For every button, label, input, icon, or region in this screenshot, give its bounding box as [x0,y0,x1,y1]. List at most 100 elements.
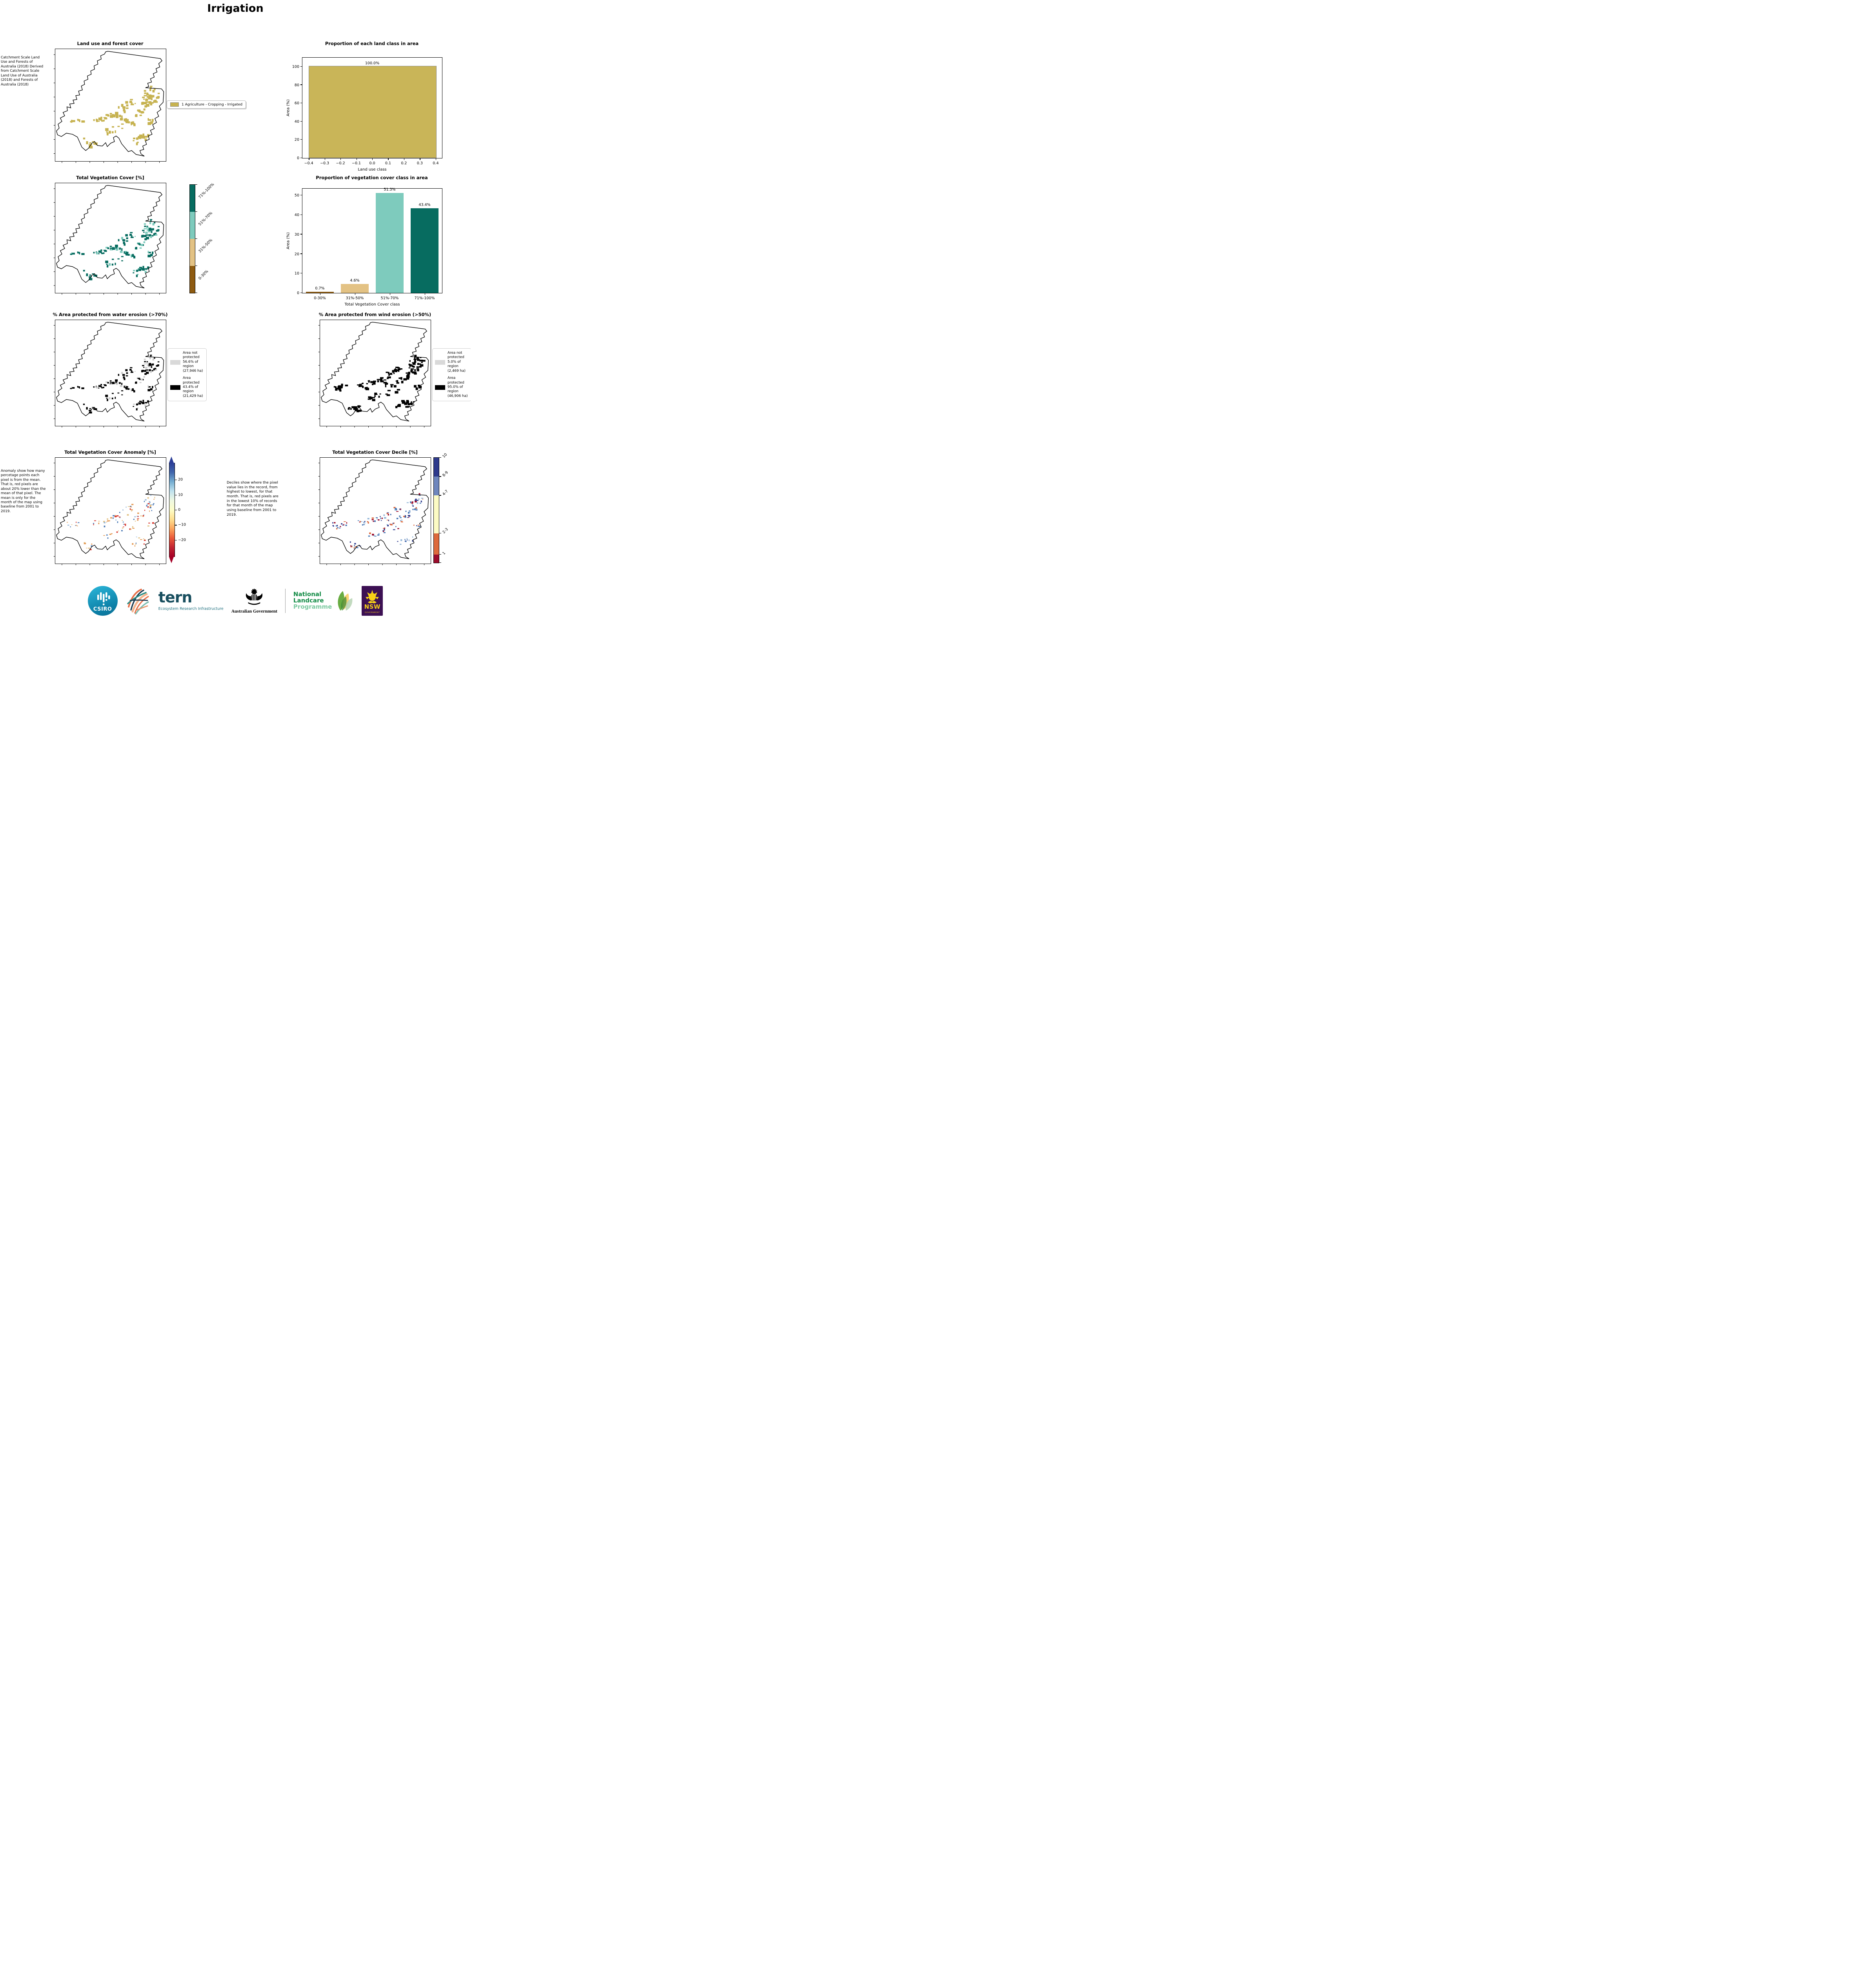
map-patch [404,402,408,405]
map-patch [124,386,126,388]
map-patch [397,528,399,529]
map-patch [147,497,149,499]
map-patch [108,263,111,266]
map-patch [106,534,108,536]
map-patch [153,89,156,91]
map-patch [348,407,350,410]
map-patch [86,141,88,143]
map-patch [406,372,409,374]
x-tick [340,158,341,160]
map-patch [115,379,118,382]
map-patch [406,377,409,380]
map-patch [401,400,405,402]
map-patch [143,538,144,539]
map-patch [101,120,104,122]
map-patch [86,407,88,409]
map-patch [125,369,128,371]
bar-value-label: 43.4% [419,203,431,207]
map-patch [377,379,380,380]
map-patch [98,120,100,122]
map-patch [420,500,422,502]
anomaly-map-panel: Total Vegetation Cover Anomaly [%] [55,449,166,563]
map-patch [138,243,141,245]
bar-value-label: 100.0% [365,61,380,66]
map-patch [102,387,104,388]
y-tick-label: 60 [294,101,299,106]
map-patch [89,408,91,409]
map-patch [86,408,88,410]
map-patch [142,365,144,366]
landuse-legend-label: 1 Agriculture - Cropping - Irrigated [182,102,243,107]
map-patch [94,520,96,521]
map-patch [102,252,105,254]
map-patch [408,364,412,366]
map-patch [422,360,426,362]
map-patch [414,355,417,358]
colorbar-body [189,184,195,293]
map-patch [419,366,422,368]
map-patch [133,390,135,393]
map-patch [109,380,112,382]
map-patch [415,501,417,503]
map-patch [417,500,419,501]
map-patch [141,268,143,270]
not-protected-swatch [170,360,180,365]
report-page: Irrigation Catchment Scale Land Use and … [0,0,471,621]
map-patch [121,104,124,107]
map-patch [373,520,374,522]
map-patch [146,504,148,505]
map-patch [130,506,132,508]
map-patch [333,386,336,388]
map-patch [105,247,109,249]
map-patch [105,128,109,131]
map-patch [133,404,135,405]
map-patch [89,409,92,411]
map-patch [106,131,108,133]
wind-erosion-title: % Area protected from wind erosion (>50%… [318,312,431,317]
map-patch [86,142,88,144]
map-patch [151,95,155,98]
map-patch [121,115,123,118]
colorbar-segment [434,477,439,496]
map-patch [418,363,421,365]
map-patch [150,219,153,220]
decile-colorbar: 10 8-9 4-7 2-3 1 [433,453,449,563]
map-patch [113,515,115,517]
map-patch [144,226,146,227]
map-patch [145,268,148,270]
map-patch [76,525,77,526]
map-patch [107,265,109,268]
wind-erosion-panel: % Area protected from wind erosion (>50%… [312,312,438,426]
map-patch [89,144,91,146]
legend-entry: Area protected 95.0% of region (46,906 h… [435,376,469,398]
colorbar-class-label: 4-7 [442,489,449,497]
map-patch [93,252,95,254]
map-patch [354,545,355,547]
map-patch [77,119,79,120]
map-patch [356,406,357,408]
map-patch [131,104,133,106]
colorbar-tick [439,554,441,555]
map-patch [374,536,377,537]
map-patch [408,517,409,518]
map-patch [103,521,105,522]
map-patch [149,505,152,506]
map-patch [366,383,368,384]
map-patch [136,270,138,272]
map-patch [342,524,344,526]
map-patch [336,528,338,529]
map-patch [350,545,351,547]
map-patch [418,498,420,500]
map-patch [136,137,139,140]
map-patch [93,524,94,526]
map-patch [144,223,146,225]
map-patch [404,539,406,540]
colorbar-segment [434,495,439,533]
map-patch [138,378,140,379]
map-patch [100,386,101,387]
map-patch [387,390,391,391]
map-patch [142,96,145,98]
map-patch [393,529,395,530]
map-patch [415,387,418,390]
map-patch [417,384,420,387]
